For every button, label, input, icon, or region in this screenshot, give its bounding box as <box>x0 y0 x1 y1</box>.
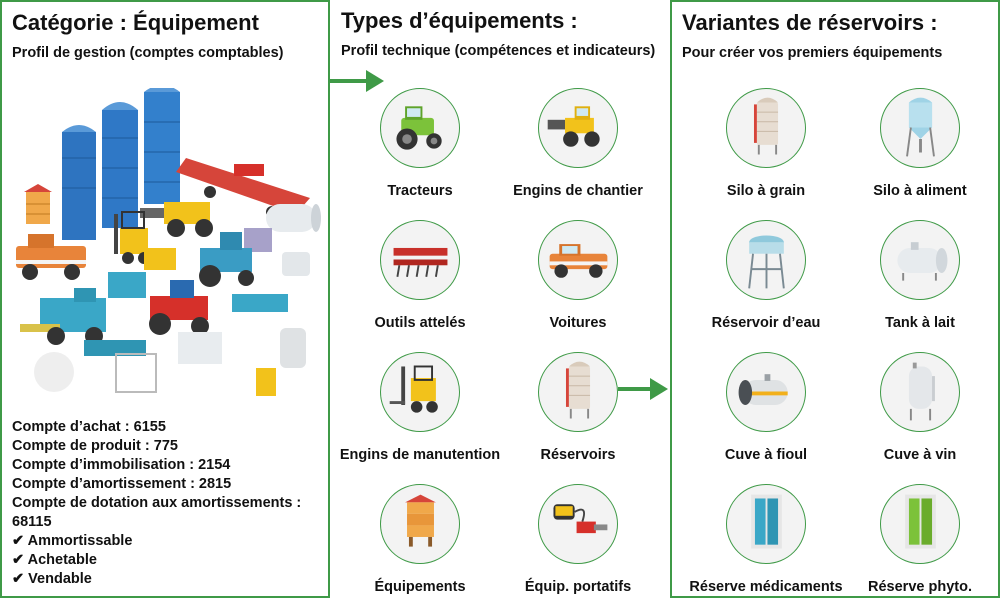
orange-pickup-icon <box>16 234 86 280</box>
variant-label: Silo à aliment <box>873 183 967 199</box>
fuel-tank-icon <box>726 352 806 432</box>
arrow-right-icon <box>618 378 668 400</box>
variant-label: Tank à lait <box>885 315 955 331</box>
refrigerator-icon <box>178 332 222 364</box>
sprayer-tank-icon <box>282 252 310 276</box>
milk-tank-icon <box>880 220 960 300</box>
variant-label: Cuve à vin <box>883 447 957 463</box>
field-sprayer-icon <box>232 294 288 312</box>
category-title: Catégorie : Équipement <box>12 10 259 35</box>
account-allocation-label: Compte de dotation aux amortissements : <box>12 495 302 511</box>
variant-label: Réservoir d’eau <box>711 315 821 331</box>
variants-title: Variantes de réservoirs : <box>682 10 938 35</box>
account-product: Compte de produit : 775 <box>12 438 178 454</box>
type-label: Engins de chantier <box>513 183 643 199</box>
type-label: Équipements <box>374 579 466 595</box>
portable-tools-icon <box>538 484 618 564</box>
variants-panel: Variantes de réservoirs : Pour créer vos… <box>670 0 1000 598</box>
type-label: Réservoirs <box>540 447 616 463</box>
account-allocation-value: 68115 <box>12 514 52 530</box>
wine-vat-icon <box>880 352 960 432</box>
account-purchase: Compte d’achat : 6155 <box>12 419 166 435</box>
combine-harvester-icon <box>20 288 106 345</box>
forklift-icon <box>380 352 460 432</box>
generator-icon <box>144 248 176 270</box>
blue-silos-icon <box>62 88 180 240</box>
milk-cooler-icon <box>34 352 74 392</box>
type-label: Tracteurs <box>387 183 453 199</box>
category-subtitle: Profil de gestion (comptes comptables) <box>12 45 284 61</box>
phyto-cabinet-icon <box>880 484 960 564</box>
blue-tractor-icon <box>199 232 254 287</box>
mixer-wagon-icon <box>108 272 146 298</box>
pressure-washer-icon <box>256 368 276 396</box>
variants-subtitle: Pour créer vos premiers équipements <box>682 45 943 61</box>
account-depreciation: Compte d’amortissement : 2815 <box>12 476 232 492</box>
account-list: Compte d’achat : 6155 Compte de produit … <box>12 418 301 589</box>
seed-drill-icon <box>84 340 146 356</box>
type-label: Outils attelés <box>374 315 466 331</box>
tractor-icon <box>380 88 460 168</box>
type-label: Équip. portatifs <box>524 579 632 595</box>
tank-silo-icon <box>538 352 618 432</box>
beehive-icon <box>380 484 460 564</box>
flag-purchasable: ✔ Achetable <box>12 552 97 568</box>
types-title: Types d’équipements : <box>341 8 578 33</box>
harrow-icon <box>380 220 460 300</box>
variant-label: Silo à grain <box>726 183 806 199</box>
pickup-truck-icon <box>538 220 618 300</box>
flag-sellable: ✔ Vendable <box>12 571 92 587</box>
beehive-icon <box>24 184 52 224</box>
variant-label: Réserve phyto. <box>868 579 972 595</box>
fuel-tank-icon <box>280 328 306 368</box>
variant-label: Cuve à fioul <box>724 447 808 463</box>
forklift-icon <box>114 211 150 264</box>
type-label: Engins de manutention <box>339 447 501 463</box>
flag-depreciable: ✔ Ammortissable <box>12 533 133 549</box>
feed-silo-icon <box>880 88 960 168</box>
red-tractor-icon <box>149 280 209 335</box>
construction-loader-icon <box>538 88 618 168</box>
variant-label: Réserve médicaments <box>689 579 843 595</box>
account-fixed-asset: Compte d’immobilisation : 2154 <box>12 457 231 473</box>
category-panel: Catégorie : Équipement Profil de gestion… <box>0 0 330 598</box>
arrow-right-icon <box>330 70 384 92</box>
water-tower-icon <box>726 220 806 300</box>
type-label: Voitures <box>549 315 607 331</box>
gate-icon <box>115 353 157 393</box>
medicine-cabinet-icon <box>726 484 806 564</box>
milk-tank-icon <box>266 204 321 232</box>
equipment-collage-illustration <box>16 88 321 396</box>
types-subtitle: Profil technique (compétences et indicat… <box>341 43 656 59</box>
chainsaw-icon <box>234 164 264 176</box>
grain-silo-icon <box>726 88 806 168</box>
yellow-loader-icon <box>140 202 213 237</box>
